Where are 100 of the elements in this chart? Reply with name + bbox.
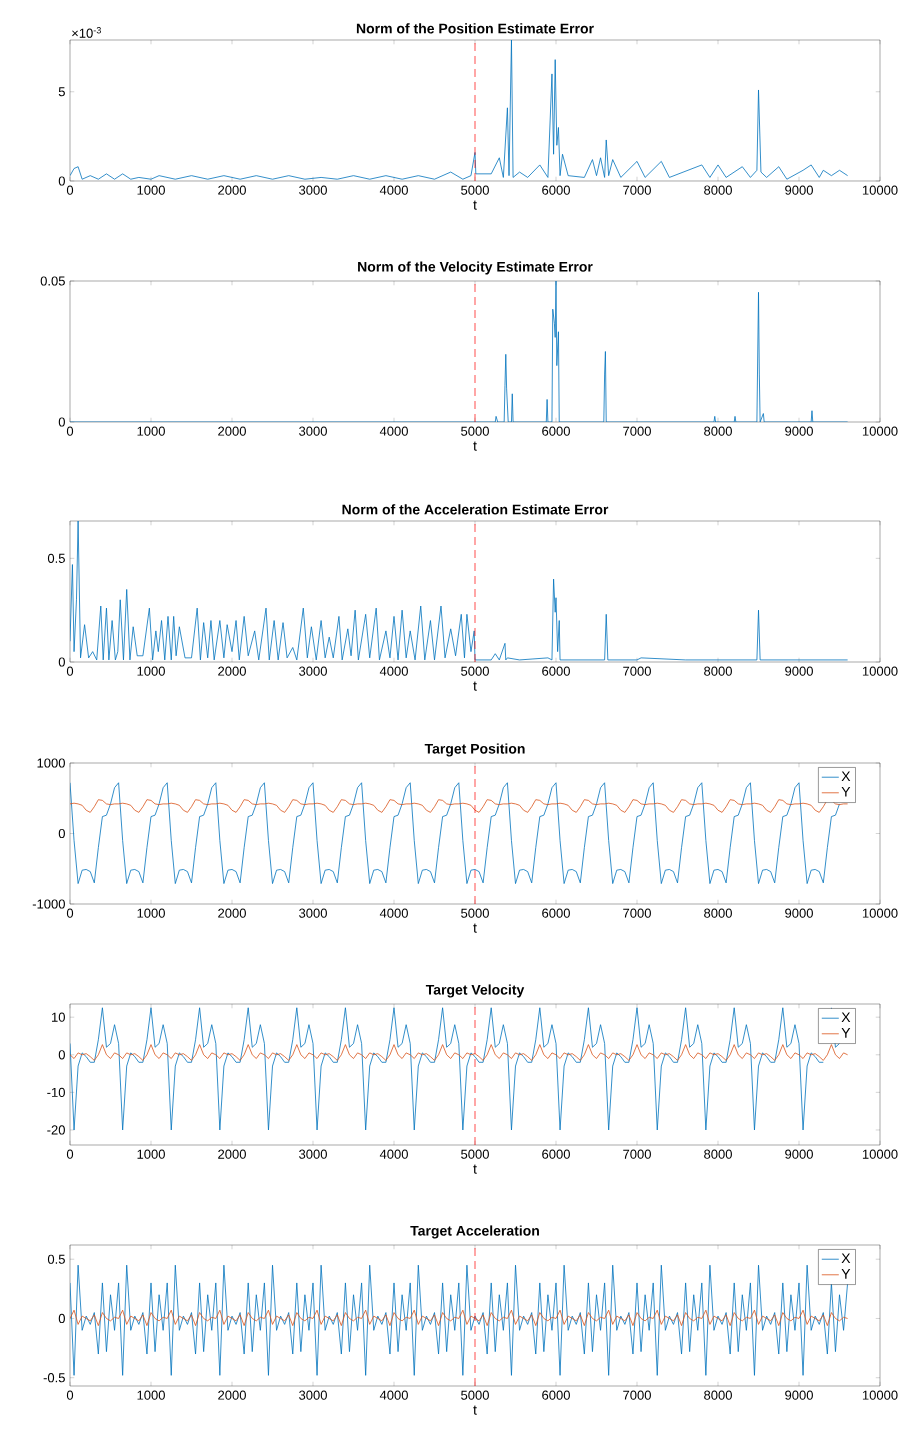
x-tick-label: 4000 xyxy=(379,185,408,195)
y-tick-label: -10 xyxy=(47,1087,65,1097)
y-tick-label: 10 xyxy=(51,1012,65,1022)
y-tick-label: 0 xyxy=(58,657,65,667)
y-tick-label: 0.05 xyxy=(40,276,65,286)
x-axis-title: t xyxy=(473,441,477,451)
y-tick-label: -1000 xyxy=(32,899,65,909)
x-axis-title: t xyxy=(473,1164,477,1174)
x-tick-label: 3000 xyxy=(299,666,327,676)
y-tick-label: 0.5 xyxy=(47,1254,65,1264)
chart-title: Norm of the Position Estimate Error xyxy=(356,23,594,34)
legend-label: X xyxy=(841,771,851,782)
x-tick-label: 8000 xyxy=(704,426,732,436)
x-tick-label: 7000 xyxy=(623,908,651,918)
x-axis-title: t xyxy=(473,200,477,210)
x-tick-label: 7000 xyxy=(623,426,651,436)
chart-title: Target Acceleration xyxy=(410,1225,539,1239)
x-tick-label: 5000 xyxy=(461,1149,489,1159)
x-tick-label: 2000 xyxy=(218,908,246,918)
x-tick-label: 0 xyxy=(66,185,74,195)
x-tick-label: 9000 xyxy=(785,666,813,676)
x-axis-title: t xyxy=(473,923,477,933)
x-tick-label: 8000 xyxy=(704,1149,732,1159)
x-tick-label: 4000 xyxy=(379,1390,408,1400)
x-tick-label: 10000 xyxy=(862,185,898,195)
x-tick-label: 4000 xyxy=(379,666,408,676)
y-tick-label: -20 xyxy=(47,1125,65,1135)
x-tick-label: 10000 xyxy=(862,1390,898,1400)
y-tick-label: 0 xyxy=(58,1313,65,1324)
x-tick-label: 4000 xyxy=(379,1149,408,1159)
chart-title: Norm of the Acceleration Estimate Error xyxy=(342,504,609,515)
x-tick-label: 1000 xyxy=(137,666,165,676)
x-tick-label: 9000 xyxy=(785,185,813,195)
x-axis-title: t xyxy=(473,1405,477,1415)
x-tick-label: 5000 xyxy=(461,426,489,436)
x-tick-label: 5000 xyxy=(461,185,489,195)
x-tick-label: 10000 xyxy=(862,426,898,436)
legend-label: Y xyxy=(841,1028,851,1038)
x-tick-label: 3000 xyxy=(299,185,327,195)
x-tick-label: 2000 xyxy=(218,426,246,436)
x-tick-label: 2000 xyxy=(218,1149,246,1159)
x-tick-label: 6000 xyxy=(542,666,570,676)
x-tick-label: 2000 xyxy=(218,666,246,676)
x-tick-label: 3000 xyxy=(299,426,327,436)
x-tick-label: 5000 xyxy=(461,1390,489,1400)
legend-label: X xyxy=(841,1012,851,1023)
x-tick-label: 5000 xyxy=(461,908,489,918)
x-tick-label: 1000 xyxy=(137,185,165,195)
x-tick-label: 3000 xyxy=(299,908,327,918)
x-tick-label: 8000 xyxy=(704,1390,732,1400)
x-tick-label: 4000 xyxy=(379,426,408,436)
legend-label: Y xyxy=(841,1269,851,1279)
x-tick-label: 3000 xyxy=(299,1149,327,1159)
x-tick-label: 1000 xyxy=(137,908,165,918)
y-tick-label: 0 xyxy=(58,176,65,186)
x-tick-label: 1000 xyxy=(137,1149,165,1159)
y-tick-label: 0 xyxy=(58,417,65,427)
x-tick-label: 10000 xyxy=(862,666,898,676)
y-tick-label: -0.5 xyxy=(43,1373,65,1383)
x-tick-label: 9000 xyxy=(785,426,813,436)
legend-label: Y xyxy=(841,787,851,797)
x-tick-label: 1000 xyxy=(137,426,165,436)
x-tick-label: 8000 xyxy=(704,185,732,195)
x-tick-label: 2000 xyxy=(218,1390,246,1400)
y-tick-label: 1000 xyxy=(37,758,65,768)
x-tick-label: 10000 xyxy=(862,1149,898,1159)
x-tick-label: 7000 xyxy=(623,666,651,676)
y-tick-label: 5 xyxy=(58,87,65,97)
x-tick-label: 9000 xyxy=(785,1149,813,1159)
chart-title: Target Position xyxy=(424,743,525,757)
x-tick-label: 0 xyxy=(66,666,74,676)
x-tick-label: 6000 xyxy=(542,426,570,436)
y-tick-label: 0 xyxy=(58,828,65,839)
x-tick-label: 9000 xyxy=(785,908,813,918)
x-tick-label: 0 xyxy=(66,1149,74,1159)
x-tick-label: 0 xyxy=(66,426,74,436)
chart-title: Norm of the Velocity Estimate Error xyxy=(358,261,593,275)
y-tick-label: 0 xyxy=(58,1050,65,1060)
x-tick-label: 8000 xyxy=(704,908,732,918)
x-tick-label: 3000 xyxy=(299,1390,327,1400)
text: ×10$^{-3}$ xyxy=(72,26,101,38)
x-tick-label: 5000 xyxy=(461,666,489,676)
x-tick-label: 7000 xyxy=(623,185,651,195)
x-tick-label: 8000 xyxy=(704,666,732,676)
x-axis-title: t xyxy=(473,681,477,691)
x-tick-label: 6000 xyxy=(542,185,570,195)
x-tick-label: 0 xyxy=(66,908,74,918)
x-tick-label: 1000 xyxy=(137,1390,165,1400)
x-tick-label: 7000 xyxy=(623,1390,651,1400)
x-tick-label: 7000 xyxy=(623,1149,651,1159)
legend-label: X xyxy=(841,1253,851,1264)
x-tick-label: 0 xyxy=(66,1390,74,1400)
x-tick-label: 9000 xyxy=(785,1390,813,1400)
x-tick-label: 10000 xyxy=(862,908,898,918)
x-tick-label: 6000 xyxy=(542,1390,570,1400)
chart-title: Target Velocity xyxy=(425,984,525,998)
x-tick-label: 2000 xyxy=(218,185,246,195)
y-tick-label: 0.5 xyxy=(47,553,65,563)
x-tick-label: 6000 xyxy=(542,908,570,918)
x-tick-label: 6000 xyxy=(542,1149,570,1159)
